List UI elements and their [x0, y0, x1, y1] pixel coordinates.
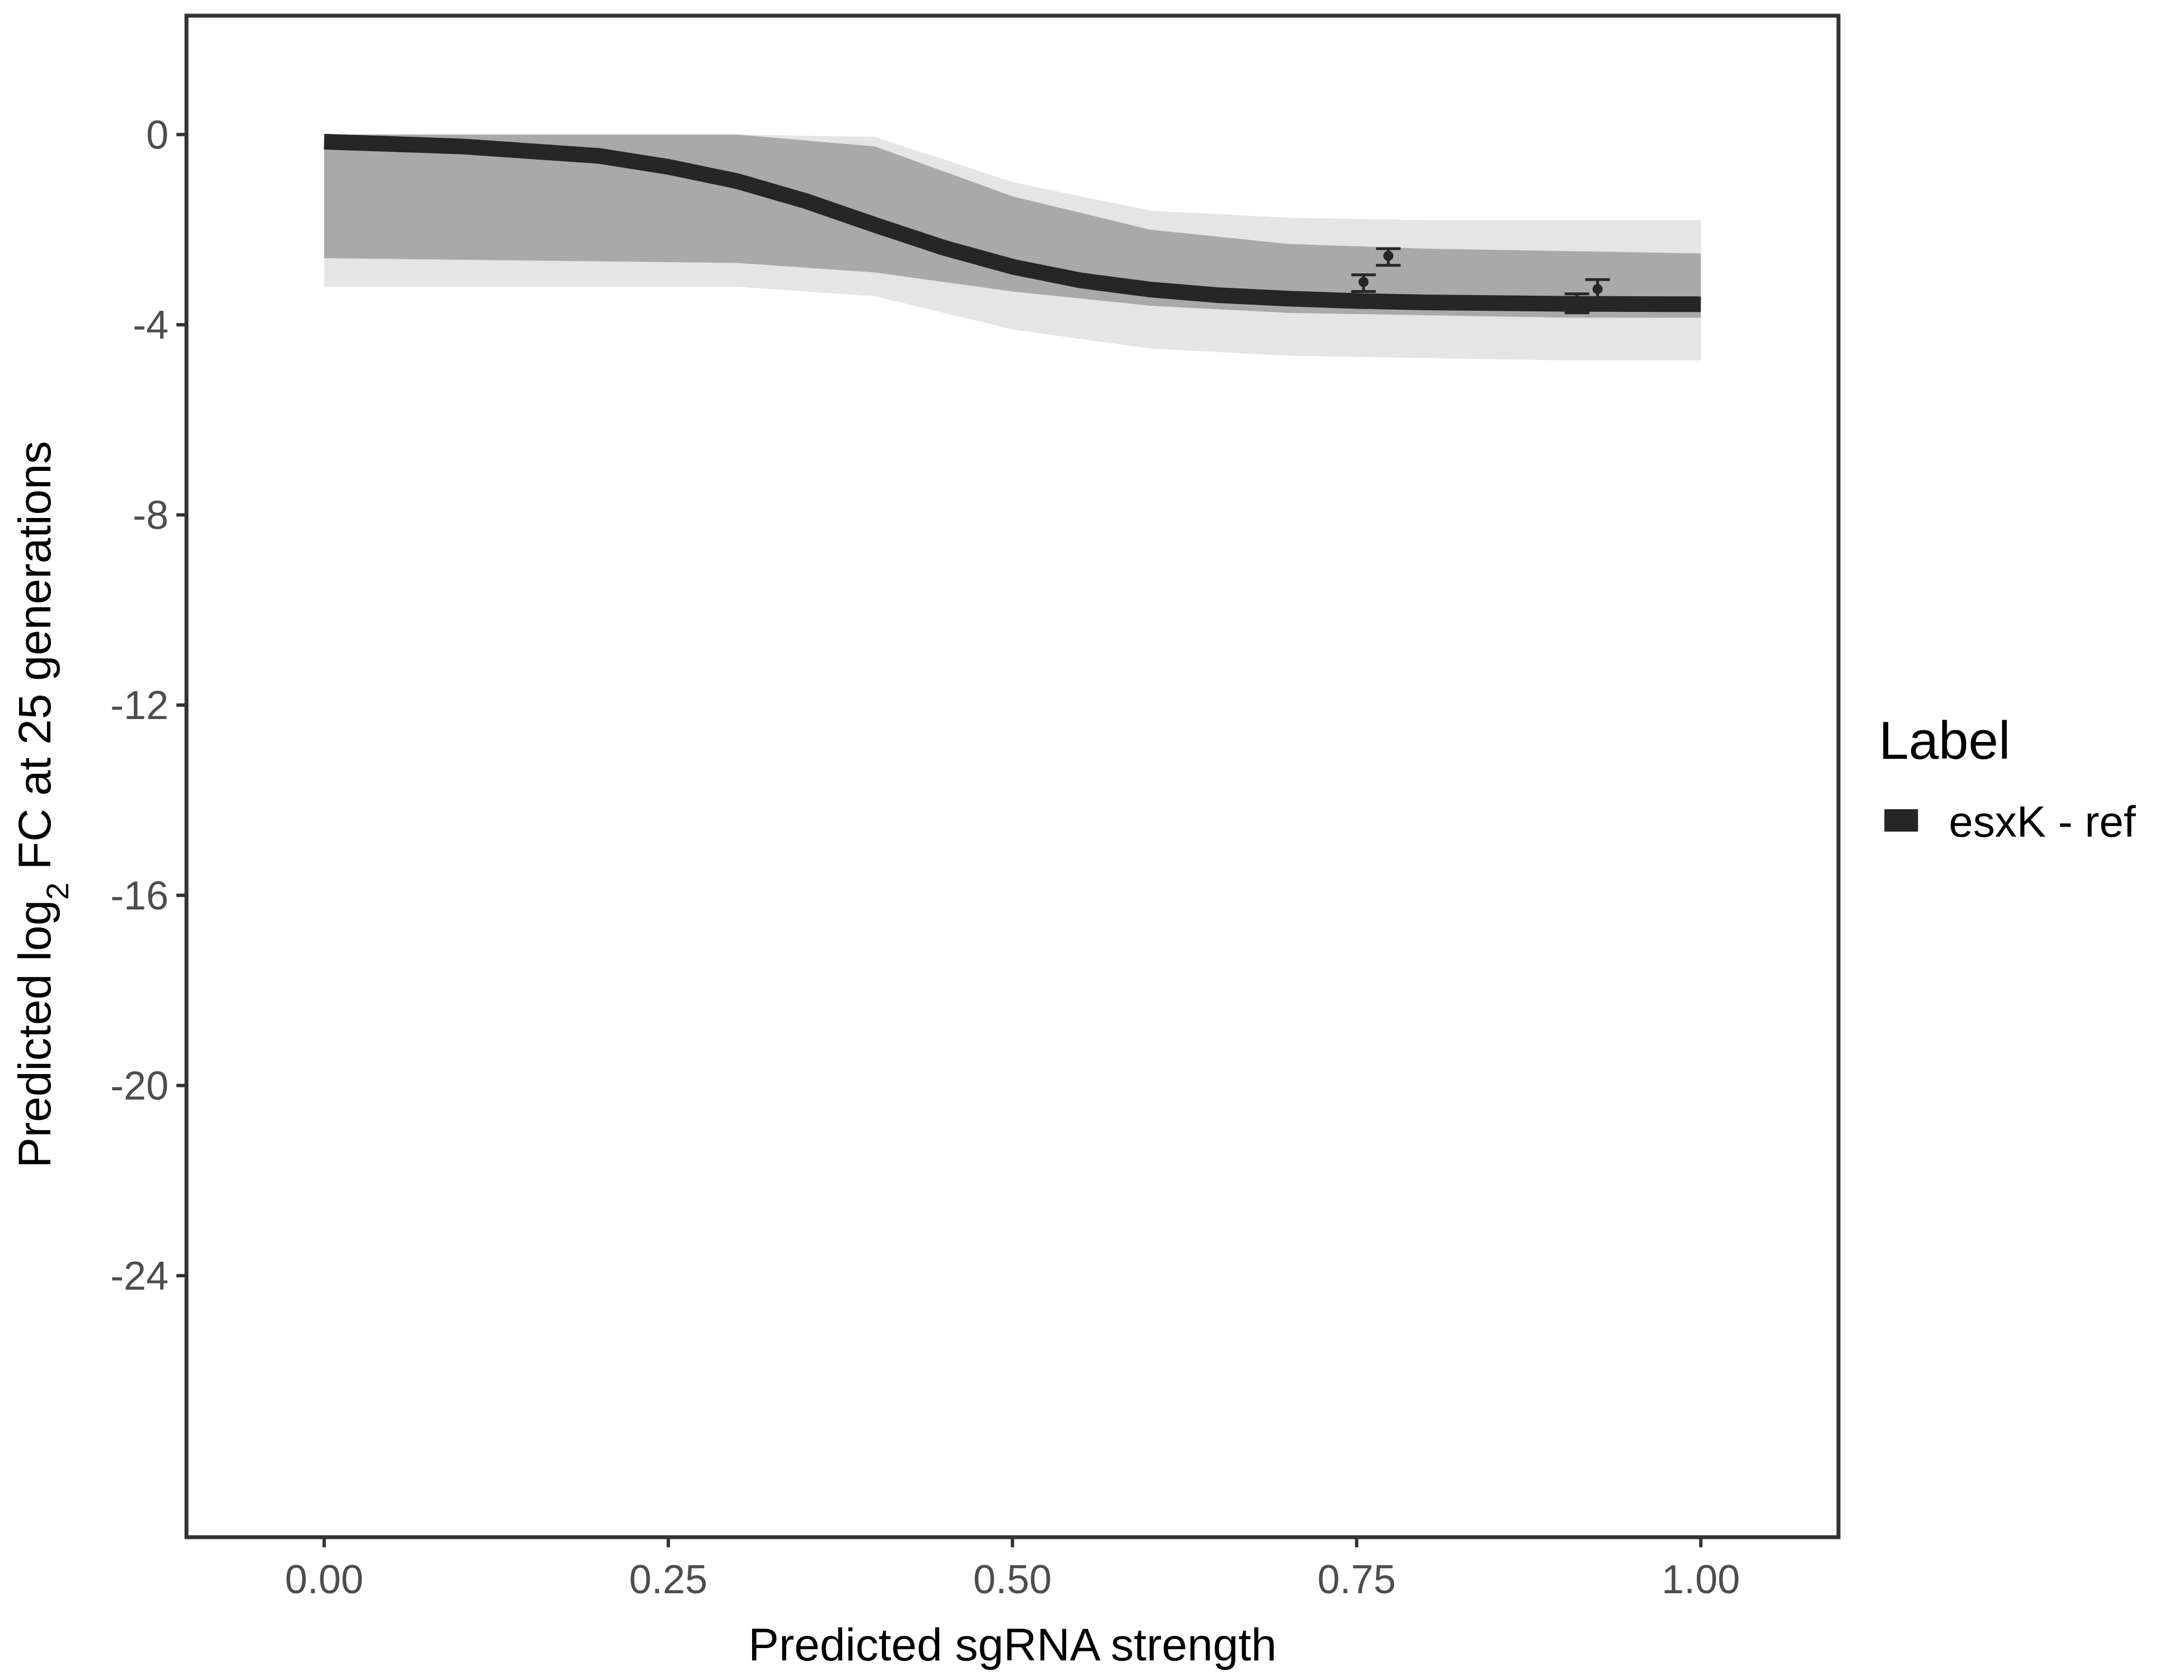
y-axis: 0 -4 -8 -12 -16 -20 -24: [110, 113, 186, 1299]
y-tick-label-6: -24: [110, 1254, 169, 1299]
y-tick-label-3: -12: [110, 683, 169, 728]
posterior-band-dense: [324, 134, 1701, 318]
y-axis-title: Predicted log2 FC at 25 generations: [10, 441, 75, 1168]
x-tick-label-3: 0.75: [1318, 1557, 1396, 1602]
observed-point-3: [1592, 284, 1603, 295]
legend-key-esxk-ref: [1884, 809, 1918, 832]
series-line-0: [323, 134, 1702, 312]
series-lines-layer: [323, 134, 1702, 312]
x-tick-label-2: 0.50: [973, 1557, 1052, 1602]
x-tick-label-0: 0.00: [285, 1557, 363, 1602]
y-axis-title-suffix: FC at 25 generations: [10, 441, 60, 883]
observed-point-1: [1383, 250, 1394, 261]
observed-points-layer: [1351, 247, 1610, 315]
y-tick-label-1: -4: [133, 303, 169, 348]
y-tick-label-4: -16: [110, 874, 169, 918]
y-tick-label-2: -8: [133, 493, 169, 538]
observed-point-0: [1358, 277, 1369, 287]
posterior-band-layer: [324, 134, 1701, 361]
x-axis-title: Predicted sgRNA strength: [748, 1620, 1276, 1670]
legend-title: Label: [1879, 711, 2010, 771]
x-tick-label-4: 1.00: [1662, 1557, 1740, 1602]
y-axis-title-prefix: Predicted log: [10, 900, 60, 1168]
legend: Label esxK - ref: [1879, 711, 2136, 846]
y-tick-label-5: -20: [110, 1063, 169, 1108]
x-tick-label-1: 0.25: [629, 1557, 707, 1602]
observed-point-2: [1571, 296, 1582, 306]
legend-label-esxk-ref: esxK - ref: [1949, 797, 2136, 846]
y-tick-label-0: 0: [146, 113, 169, 157]
y-axis-title-subscript: 2: [40, 883, 75, 900]
x-axis: 0.00 0.25 0.50 0.75 1.00: [285, 1537, 1740, 1602]
